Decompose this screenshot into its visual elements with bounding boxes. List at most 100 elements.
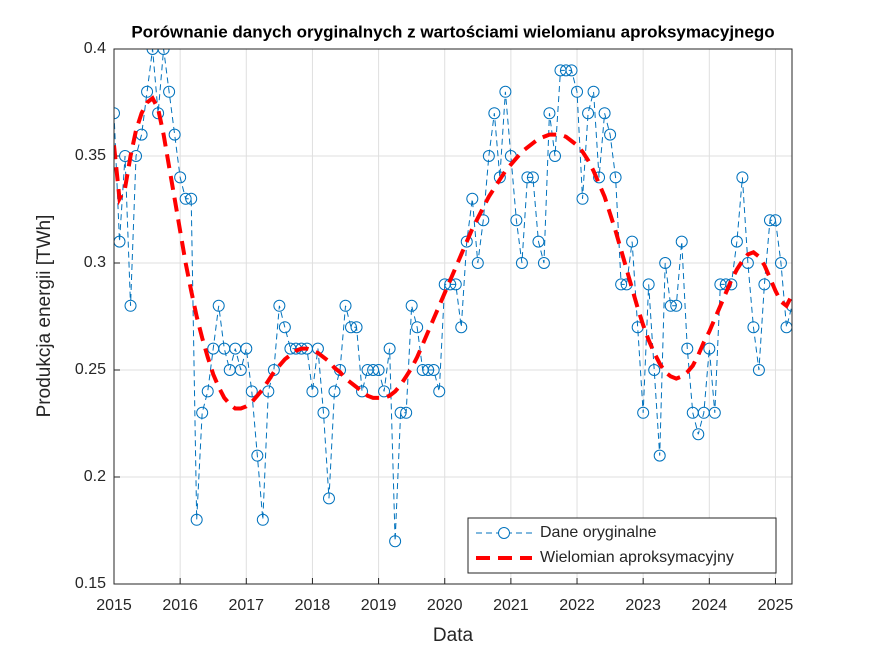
data-point xyxy=(488,107,501,120)
data-point xyxy=(157,49,170,55)
data-point xyxy=(752,364,765,376)
data-point xyxy=(648,364,661,376)
data-point xyxy=(460,235,473,248)
data-point xyxy=(196,406,209,419)
data-line xyxy=(114,49,792,542)
data-point xyxy=(769,214,782,227)
legend-label: Dane oryginalne xyxy=(540,524,657,541)
y-tick-label: 0.15 xyxy=(75,575,106,592)
data-point xyxy=(659,257,672,269)
data-point xyxy=(378,385,391,398)
data-point xyxy=(576,192,589,205)
data-point xyxy=(532,235,545,248)
fit-line xyxy=(114,95,792,411)
y-tick-label: 0.35 xyxy=(75,147,106,164)
data-point xyxy=(114,235,126,248)
data-point xyxy=(571,85,584,98)
data-point xyxy=(306,385,319,398)
x-tick-label: 2025 xyxy=(758,597,794,614)
data-point xyxy=(251,449,264,462)
data-point xyxy=(615,278,628,291)
data-point xyxy=(515,257,528,269)
data-point xyxy=(637,406,650,419)
y-axis-label: Produkcja energii [TWh] xyxy=(34,215,55,418)
x-tick-label: 2020 xyxy=(427,597,463,614)
data-point xyxy=(521,171,534,184)
data-point xyxy=(664,299,677,312)
data-point xyxy=(609,171,622,184)
data-point xyxy=(372,364,385,376)
data-point xyxy=(328,385,341,398)
data-point xyxy=(212,299,225,312)
data-point xyxy=(201,385,214,398)
data-point xyxy=(114,107,120,120)
x-tick-label: 2024 xyxy=(692,597,728,614)
data-point xyxy=(455,321,468,334)
data-point xyxy=(747,321,760,334)
data-point xyxy=(174,171,187,184)
data-point xyxy=(670,299,683,312)
data-point xyxy=(626,235,639,248)
data-point xyxy=(703,342,716,355)
data-point xyxy=(339,299,352,312)
data-point xyxy=(273,299,286,312)
x-tick-label: 2021 xyxy=(493,597,529,614)
data-point xyxy=(190,513,203,526)
data-point xyxy=(598,107,611,120)
data-point xyxy=(367,364,380,376)
data-point xyxy=(675,235,688,248)
legend-label: Wielomian aproksymacyjny xyxy=(540,549,734,566)
y-tick-label: 0.4 xyxy=(84,40,106,57)
data-point xyxy=(482,150,495,162)
data-point xyxy=(411,321,424,334)
data-point xyxy=(565,64,578,77)
data-point xyxy=(681,342,694,355)
x-tick-label: 2017 xyxy=(228,597,264,614)
data-point xyxy=(587,85,600,98)
data-point xyxy=(427,364,440,376)
data-point xyxy=(405,299,418,312)
data-point xyxy=(499,85,512,98)
data-point xyxy=(433,385,446,398)
data-point xyxy=(543,107,556,120)
axes-box xyxy=(113,48,793,585)
data-point xyxy=(537,257,550,269)
x-tick-label: 2016 xyxy=(162,597,198,614)
plot-area xyxy=(114,49,792,584)
x-tick-label: 2019 xyxy=(361,597,397,614)
data-point xyxy=(548,150,561,162)
legend-box xyxy=(467,517,777,574)
data-point xyxy=(774,257,787,269)
data-point xyxy=(389,535,402,548)
data-point xyxy=(383,342,396,355)
data-point xyxy=(642,278,655,291)
data-point xyxy=(168,128,181,141)
data-point xyxy=(262,385,275,398)
x-axis-label: Data xyxy=(433,625,474,646)
x-tick-label: 2023 xyxy=(625,597,661,614)
y-tick-label: 0.3 xyxy=(84,254,106,271)
data-point xyxy=(400,406,413,419)
data-point xyxy=(725,278,738,291)
data-point xyxy=(179,192,192,205)
marks xyxy=(114,49,792,548)
x-tick-label: 2022 xyxy=(559,597,595,614)
legend: Dane oryginalne Wielomian aproksymacyjny xyxy=(467,517,777,574)
data-point xyxy=(559,64,572,77)
data-point xyxy=(449,278,462,291)
data-point xyxy=(124,299,137,312)
legend-marker xyxy=(498,527,510,539)
data-point xyxy=(356,385,369,398)
data-point xyxy=(730,235,743,248)
data-point xyxy=(245,385,258,398)
chart-title: Porównanie danych oryginalnych z wartośc… xyxy=(131,22,774,41)
data-point xyxy=(317,406,330,419)
data-point xyxy=(422,364,435,376)
data-point xyxy=(234,364,247,376)
data-point xyxy=(278,321,291,334)
data-point xyxy=(604,128,617,141)
data-point xyxy=(780,321,792,334)
data-point xyxy=(763,214,776,227)
data-point xyxy=(240,342,253,355)
